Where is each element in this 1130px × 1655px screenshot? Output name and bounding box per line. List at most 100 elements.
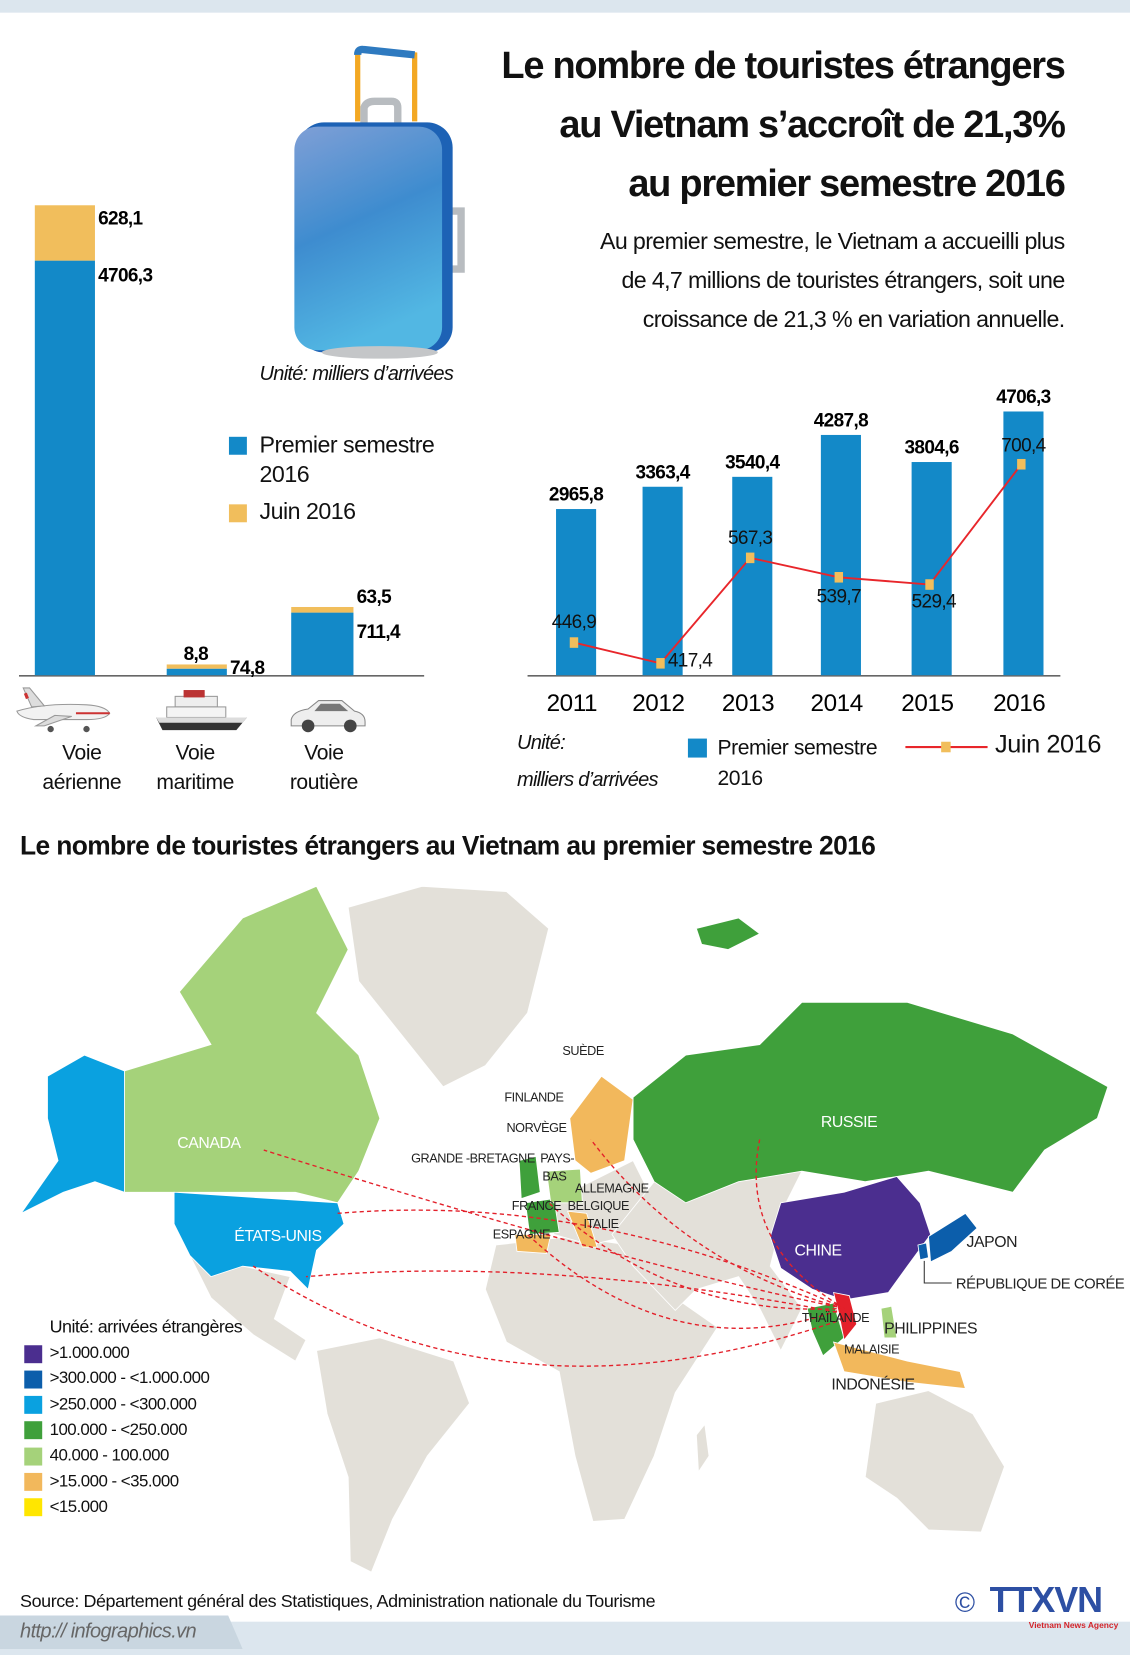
transport-mode-chart: 4706,3 628,1 74,8 8,8 711,4 63,5 (18, 205, 425, 679)
line-label-2011: 446,9 (552, 612, 596, 633)
year-label-2013: 2013 (722, 690, 774, 717)
mode-label-air: Voie aérienne (21, 739, 142, 798)
legend-label: 2016 (717, 767, 763, 791)
legend-label: <15.000 (49, 1498, 108, 1516)
country-canada (124, 885, 381, 1204)
subtitle-line: croissance de 21,3 % en variation annuel… (642, 305, 1065, 333)
country-russia (632, 1001, 1109, 1204)
greenland (347, 885, 550, 1088)
line-label-2012: 417,4 (668, 650, 712, 671)
map-label-france: FRANCE (512, 1199, 562, 1213)
map-label-thailand: THAÏLANDE (802, 1311, 869, 1325)
country-japan (928, 1212, 978, 1263)
legend-label: 100.000 - <250.000 (49, 1421, 188, 1440)
map-label-russia: RUSSIE (821, 1114, 877, 1131)
arctic-islands (695, 917, 761, 951)
bar-label-juin: 8,8 (184, 644, 209, 665)
ttxvn-logo: TTXVN (989, 1580, 1103, 1621)
map-legend-item: >300.000 - <1.000.000 (24, 1369, 210, 1389)
legend-label: >15.000 - <35.000 (49, 1472, 180, 1491)
mexico (189, 1254, 307, 1362)
map-legend-item: <15.000 (24, 1498, 108, 1517)
subtitle-line: Au premier semestre, le Vietnam a accuei… (599, 227, 1065, 255)
title-line: Le nombre de touristes étrangers (501, 43, 1065, 87)
mode-label-line: maritime (156, 771, 234, 795)
bar-premier-semestre (34, 260, 95, 676)
country-france (524, 1198, 560, 1235)
map-label-sweden: SUÈDE (562, 1043, 604, 1058)
bar-2014 (820, 434, 861, 676)
bar-2016 (1003, 411, 1044, 676)
legend-swatch (24, 1472, 43, 1491)
australia (864, 1390, 1005, 1533)
map-label-norway: NORVÈGE (506, 1120, 566, 1135)
bar-label-2011: 2965,8 (549, 485, 603, 506)
year-label-2015: 2015 (901, 690, 953, 717)
url-box (0, 1615, 243, 1650)
bar-label-2016: 4706,3 (996, 387, 1050, 408)
map-label-malaysia: MALAISIE (844, 1343, 899, 1357)
legend-premier-semestre: Premier semestre 2016 (260, 430, 435, 489)
year-label-2011: 2011 (547, 690, 597, 717)
legend-swatch (24, 1447, 43, 1466)
legend-juin: Juin 2016 (259, 498, 356, 525)
country-philippines (880, 1305, 898, 1339)
mode-label-road: Voie routière (266, 739, 382, 798)
bar-label-premier-semestre: 4706,3 (98, 266, 152, 287)
year-label-2014: 2014 (811, 690, 863, 717)
mode-label-line: Voie (304, 741, 344, 765)
country-uk (518, 1155, 541, 1200)
ttxvn-logo-sub: Vietnam News Agency (1028, 1620, 1119, 1631)
map-title: Le nombre de touristes étrangers au Viet… (20, 831, 876, 861)
legend-label: Premier semestre (717, 736, 878, 760)
country-italy (566, 1210, 598, 1248)
bar-label-2015: 3804,6 (905, 438, 959, 459)
ship-icon (156, 690, 247, 731)
copyright-icon: © (954, 1586, 976, 1619)
map-label-philippines: PHILIPPINES (884, 1321, 977, 1338)
country-scandinavia (569, 1075, 634, 1174)
country-alaska (20, 1054, 125, 1214)
bar-label-premier-semestre: 74,8 (230, 658, 264, 679)
title-line: au Vietnam s’accroît de 21,3% (559, 102, 1065, 146)
map-legend-title: Unité: arrivées étrangères (49, 1316, 243, 1337)
page-title: Le nombre de touristes étrangers au Viet… (501, 36, 1066, 213)
bar-premier-semestre (166, 668, 227, 676)
line-marker-2012 (656, 658, 665, 669)
legend-swatch-premier-semestre (228, 436, 247, 455)
legend-swatch (24, 1421, 43, 1440)
year-label-2016: 2016 (993, 690, 1045, 717)
legend-label: 2016 (259, 461, 310, 488)
legend-label: >300.000 - <1.000.000 (49, 1369, 210, 1388)
legend-label: 40.000 - 100.000 (49, 1446, 170, 1465)
suitcase-icon (294, 45, 465, 359)
bar-label-juin: 628,1 (98, 208, 143, 229)
legend-label: Premier semestre (259, 431, 435, 458)
map-label-belgium: BELGIQUE (568, 1199, 629, 1213)
legend-label: >1.000.000 (49, 1344, 130, 1363)
yearly-arrivals-chart: 2965,8 2011 3363,4 2012 3540,4 2013 4287,8 2014… (527, 387, 1061, 717)
legend-swatch (24, 1344, 43, 1363)
legend-bar: Premier semestre 2016 (717, 733, 877, 794)
bar-label-2012: 3363,4 (635, 462, 690, 483)
map-label-canada: CANADA (177, 1135, 241, 1152)
bar-juin (166, 664, 227, 669)
country-vietnam (832, 1291, 858, 1341)
line-marker-2013 (745, 552, 755, 564)
line-label-2015: 529,4 (912, 592, 956, 613)
bar-label-juin: 63,5 (357, 587, 392, 608)
site-url[interactable]: http:// infographics.vn (20, 1620, 197, 1643)
mode-label-line: Voie (62, 741, 102, 765)
bar-juin (34, 205, 95, 261)
legend-swatch (24, 1370, 43, 1389)
mode-label-line: Voie (175, 741, 215, 765)
map-legend-item: 100.000 - <250.000 (24, 1421, 188, 1440)
title-line: au premier semestre 2016 (628, 161, 1066, 205)
country-usa (173, 1191, 345, 1291)
line-marker-2014 (834, 572, 844, 583)
country-spain (514, 1234, 552, 1254)
legend-label: >250.000 - <300.000 (49, 1395, 197, 1414)
map-legend-item: >15.000 - <35.000 (24, 1472, 180, 1491)
top-band (0, 0, 1130, 13)
